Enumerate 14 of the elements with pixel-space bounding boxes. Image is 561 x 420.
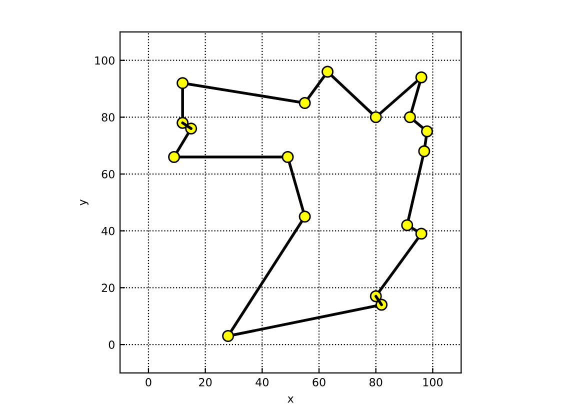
y-tick-label: 20 bbox=[102, 284, 114, 292]
x-axis-title: x bbox=[288, 396, 294, 403]
y-axis-title: y bbox=[80, 199, 88, 206]
y-tick-label: 60 bbox=[102, 170, 114, 178]
x-tick-label: 0 bbox=[146, 378, 152, 386]
x-tick-label: 20 bbox=[199, 378, 212, 386]
x-tick-label: 40 bbox=[256, 378, 269, 386]
y-tick-label: 80 bbox=[102, 113, 114, 122]
x-tick-label: 80 bbox=[370, 378, 382, 386]
y-tick-label: 100 bbox=[95, 56, 114, 65]
y-tick-label: 0 bbox=[108, 340, 114, 349]
y-tick-label: 40 bbox=[102, 226, 114, 236]
x-tick-label: 60 bbox=[312, 378, 326, 386]
x-tick-label: 100 bbox=[423, 378, 443, 386]
